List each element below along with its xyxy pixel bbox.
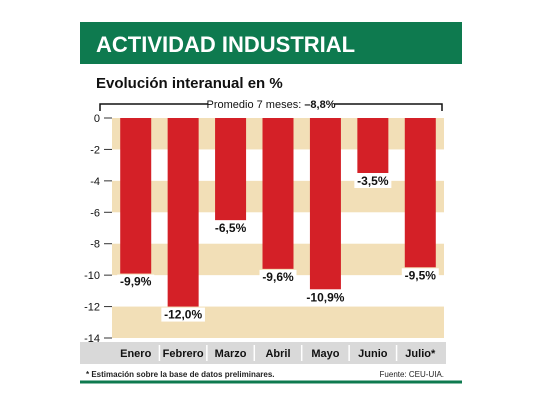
value-label-bg bbox=[212, 221, 250, 236]
category-axis: Enero Febrero Marzo Abril Mayo Junio Julio* bbox=[80, 342, 446, 364]
y-tick-label: -6 bbox=[90, 207, 100, 219]
value-label-bg bbox=[354, 174, 392, 188]
value-label: -12,0% bbox=[164, 308, 202, 322]
value-label: -3,5% bbox=[357, 174, 389, 188]
y-tick-label: -10 bbox=[84, 270, 100, 282]
footnote: * Estimación sobre la base de datos prel… bbox=[86, 370, 275, 379]
y-tick-label: -12 bbox=[84, 302, 100, 314]
category-label: Enero bbox=[120, 348, 151, 360]
bar bbox=[120, 118, 152, 274]
category-label: Abril bbox=[265, 348, 290, 360]
y-tick-label: 0 bbox=[94, 113, 100, 125]
category-label: Julio* bbox=[405, 348, 436, 360]
bar bbox=[357, 118, 389, 173]
category-label: Mayo bbox=[311, 348, 339, 360]
value-labels: -9,9% -12,0% -6,5% -9,6% -10,9% -3,5% -9,5% bbox=[117, 174, 439, 322]
bar bbox=[215, 118, 247, 221]
bar bbox=[167, 118, 199, 307]
value-label-bg bbox=[401, 268, 439, 283]
category-label: Junio bbox=[358, 348, 388, 360]
value-label: -6,5% bbox=[215, 221, 247, 235]
bars bbox=[120, 118, 436, 307]
value-label-bg bbox=[161, 307, 205, 322]
value-label: -9,5% bbox=[405, 268, 437, 282]
y-tick-label: -2 bbox=[90, 144, 100, 156]
chart-title: ACTIVIDAD INDUSTRIAL bbox=[96, 32, 355, 57]
bar bbox=[404, 118, 436, 268]
category-label: Marzo bbox=[215, 348, 247, 360]
value-label: -10,9% bbox=[306, 290, 344, 304]
chart-subtitle: Evolución interanual en % bbox=[96, 75, 283, 92]
y-tick-label: -8 bbox=[90, 239, 100, 251]
bar bbox=[262, 118, 294, 269]
average-label-bg bbox=[208, 97, 334, 111]
value-label: -9,6% bbox=[262, 270, 294, 284]
y-axis-ticks: 0-2-4-6-8-10-12-14 bbox=[84, 113, 112, 345]
value-label-bg bbox=[259, 269, 297, 284]
source-note: Fuente: CEU-UIA. bbox=[380, 370, 444, 379]
bar bbox=[309, 118, 341, 290]
average-label: Promedio 7 meses: –8,8% bbox=[206, 99, 335, 111]
value-label: -9,9% bbox=[120, 275, 152, 289]
average-bracket bbox=[99, 97, 443, 111]
y-tick-label: -4 bbox=[90, 176, 100, 188]
title-bar bbox=[80, 22, 462, 64]
category-label: Febrero bbox=[163, 348, 204, 360]
value-label-bg bbox=[303, 290, 348, 305]
value-label-bg bbox=[117, 274, 155, 289]
category-strip bbox=[80, 342, 446, 364]
